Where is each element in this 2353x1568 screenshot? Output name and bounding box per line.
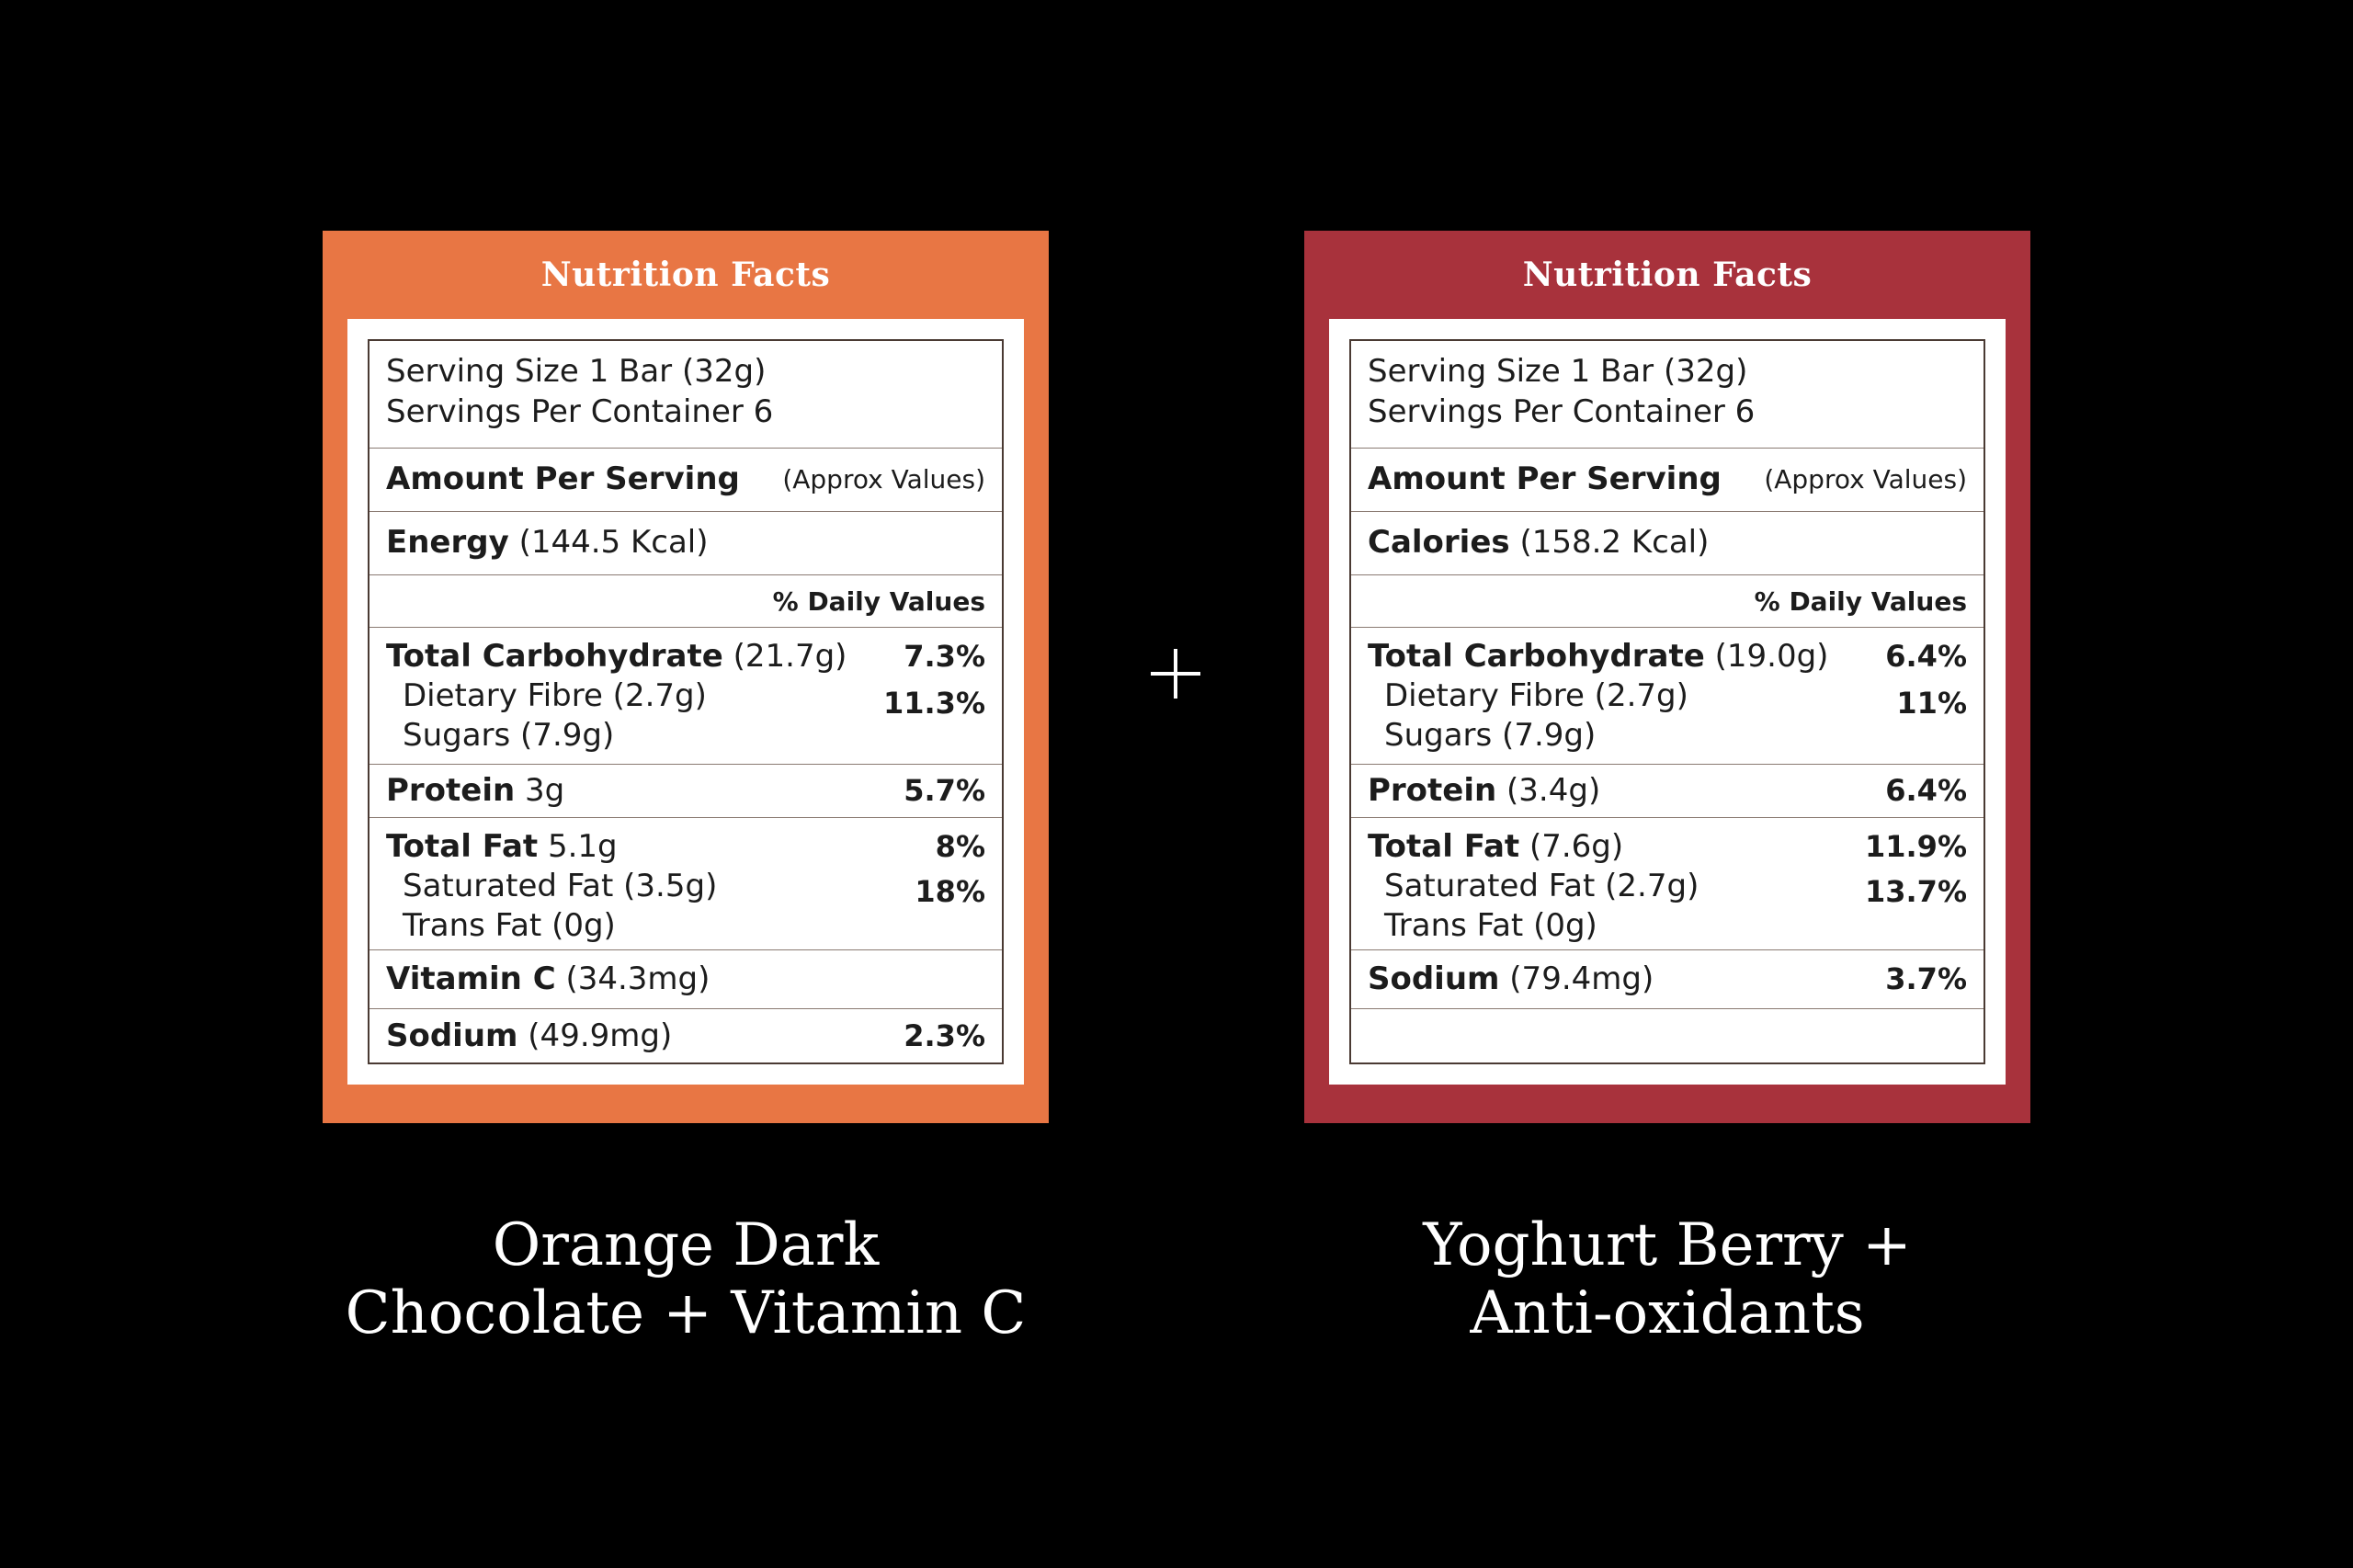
vitamin-c-row: Vitamin C (34.3mg) <box>369 949 1002 1008</box>
protein-value: 3g <box>525 772 565 809</box>
nutrition-label: Serving Size 1 Bar (32g) Servings Per Co… <box>1349 339 1985 1064</box>
fat-label: Total Fat <box>386 828 539 865</box>
empty-row <box>1351 1008 1984 1062</box>
sodium-pct: 3.7% <box>1885 961 1967 996</box>
fat-row: Total Fat 5.1g 8% Saturated Fat (3.5g) 1… <box>369 817 1002 949</box>
sodium-label: Sodium <box>386 1017 518 1054</box>
right-caption-line-1: Yoghurt Berry + <box>1423 1211 1912 1279</box>
carbohydrate-row: Total Carbohydrate (19.0g) 6.4% Dietary … <box>1351 627 1984 764</box>
right-caption-line-2: Anti-oxidants <box>1470 1279 1865 1347</box>
plus-icon <box>1151 649 1200 699</box>
left-caption: Orange Dark Chocolate + Vitamin C <box>323 1211 1049 1347</box>
sodium-row: Sodium (79.4mg) 3.7% <box>1351 949 1984 1008</box>
label-background: Serving Size 1 Bar (32g) Servings Per Co… <box>1329 319 2006 1085</box>
serving-size: Serving Size 1 Bar (32g) <box>1368 353 1748 390</box>
protein-value: (3.4g) <box>1506 772 1601 809</box>
vitc-value: (34.3mg) <box>565 960 710 997</box>
fat-value: 5.1g <box>547 828 618 865</box>
fibre-pct: 11% <box>1896 686 1967 721</box>
sat-fat-pct: 18% <box>915 874 985 909</box>
fat-pct: 11.9% <box>1864 829 1967 864</box>
protein-label: Protein <box>386 772 516 809</box>
fibre: Dietary Fibre (2.7g) <box>403 677 707 714</box>
daily-values-row: % Daily Values <box>1351 574 1984 627</box>
protein-pct: 6.4% <box>1885 773 1967 808</box>
label-background: Serving Size 1 Bar (32g) Servings Per Co… <box>347 319 1024 1085</box>
sodium-row: Sodium (49.9mg) 2.3% <box>369 1008 1002 1062</box>
sat-fat: Saturated Fat (3.5g) <box>403 868 718 904</box>
sodium-pct: 2.3% <box>904 1018 985 1053</box>
sat-fat-pct: 13.7% <box>1864 874 1967 909</box>
carb-pct: 7.3% <box>904 639 985 674</box>
amount-row: Amount Per Serving (Approx Values) <box>369 448 1002 511</box>
sat-fat: Saturated Fat (2.7g) <box>1384 868 1699 904</box>
protein-label: Protein <box>1368 772 1497 809</box>
energy-value: (144.5 Kcal) <box>518 524 709 561</box>
trans-fat: Trans Fat (0g) <box>1384 907 1597 944</box>
nutrition-label: Serving Size 1 Bar (32g) Servings Per Co… <box>368 339 1004 1064</box>
vitc-label: Vitamin C <box>386 960 556 997</box>
fibre: Dietary Fibre (2.7g) <box>1384 677 1688 714</box>
serving-row: Serving Size 1 Bar (32g) Servings Per Co… <box>369 341 1002 448</box>
left-caption-line-1: Orange Dark <box>492 1211 880 1279</box>
carb-label: Total Carbohydrate <box>386 638 723 675</box>
sodium-value: (79.4mg) <box>1509 960 1654 997</box>
calories-value: (158.2 Kcal) <box>1519 524 1710 561</box>
fat-label: Total Fat <box>1368 828 1520 865</box>
trans-fat: Trans Fat (0g) <box>403 907 616 944</box>
sugars: Sugars (7.9g) <box>1384 717 1597 754</box>
fat-value: (7.6g) <box>1529 828 1624 865</box>
protein-row: Protein (3.4g) 6.4% <box>1351 764 1984 817</box>
panel-title: Nutrition Facts <box>1522 256 1813 294</box>
protein-pct: 5.7% <box>904 773 985 808</box>
energy-row: Energy (144.5 Kcal) <box>369 511 1002 574</box>
calories-row: Calories (158.2 Kcal) <box>1351 511 1984 574</box>
fibre-pct: 11.3% <box>882 686 985 721</box>
carb-value: (19.0g) <box>1714 638 1829 675</box>
carb-value: (21.7g) <box>733 638 847 675</box>
servings-per-container: Servings Per Container 6 <box>1368 393 1756 430</box>
fat-row: Total Fat (7.6g) 11.9% Saturated Fat (2.… <box>1351 817 1984 949</box>
serving-row: Serving Size 1 Bar (32g) Servings Per Co… <box>1351 341 1984 448</box>
serving-size: Serving Size 1 Bar (32g) <box>386 353 767 390</box>
right-caption: Yoghurt Berry + Anti-oxidants <box>1304 1211 2030 1347</box>
servings-per-container: Servings Per Container 6 <box>386 393 774 430</box>
energy-label: Energy <box>386 524 509 561</box>
left-caption-line-2: Chocolate + Vitamin C <box>345 1279 1027 1347</box>
approx-values: (Approx Values) <box>782 464 985 494</box>
daily-values-header: % Daily Values <box>1754 586 1967 617</box>
protein-row: Protein 3g 5.7% <box>369 764 1002 817</box>
daily-values-row: % Daily Values <box>369 574 1002 627</box>
amount-row: Amount Per Serving (Approx Values) <box>1351 448 1984 511</box>
carb-pct: 6.4% <box>1885 639 1967 674</box>
panel-title: Nutrition Facts <box>540 256 831 294</box>
sugars: Sugars (7.9g) <box>403 717 615 754</box>
sodium-label: Sodium <box>1368 960 1500 997</box>
amount-per-serving: Amount Per Serving <box>386 460 740 497</box>
sodium-value: (49.9mg) <box>528 1017 673 1054</box>
approx-values: (Approx Values) <box>1764 464 1967 494</box>
left-nutrition-panel: Nutrition Facts Serving Size 1 Bar (32g)… <box>323 231 1049 1123</box>
right-nutrition-panel: Nutrition Facts Serving Size 1 Bar (32g)… <box>1304 231 2030 1123</box>
daily-values-header: % Daily Values <box>772 586 985 617</box>
carbohydrate-row: Total Carbohydrate (21.7g) 7.3% Dietary … <box>369 627 1002 764</box>
amount-per-serving: Amount Per Serving <box>1368 460 1722 497</box>
carb-label: Total Carbohydrate <box>1368 638 1705 675</box>
fat-pct: 8% <box>935 829 985 864</box>
calories-label: Calories <box>1368 524 1510 561</box>
